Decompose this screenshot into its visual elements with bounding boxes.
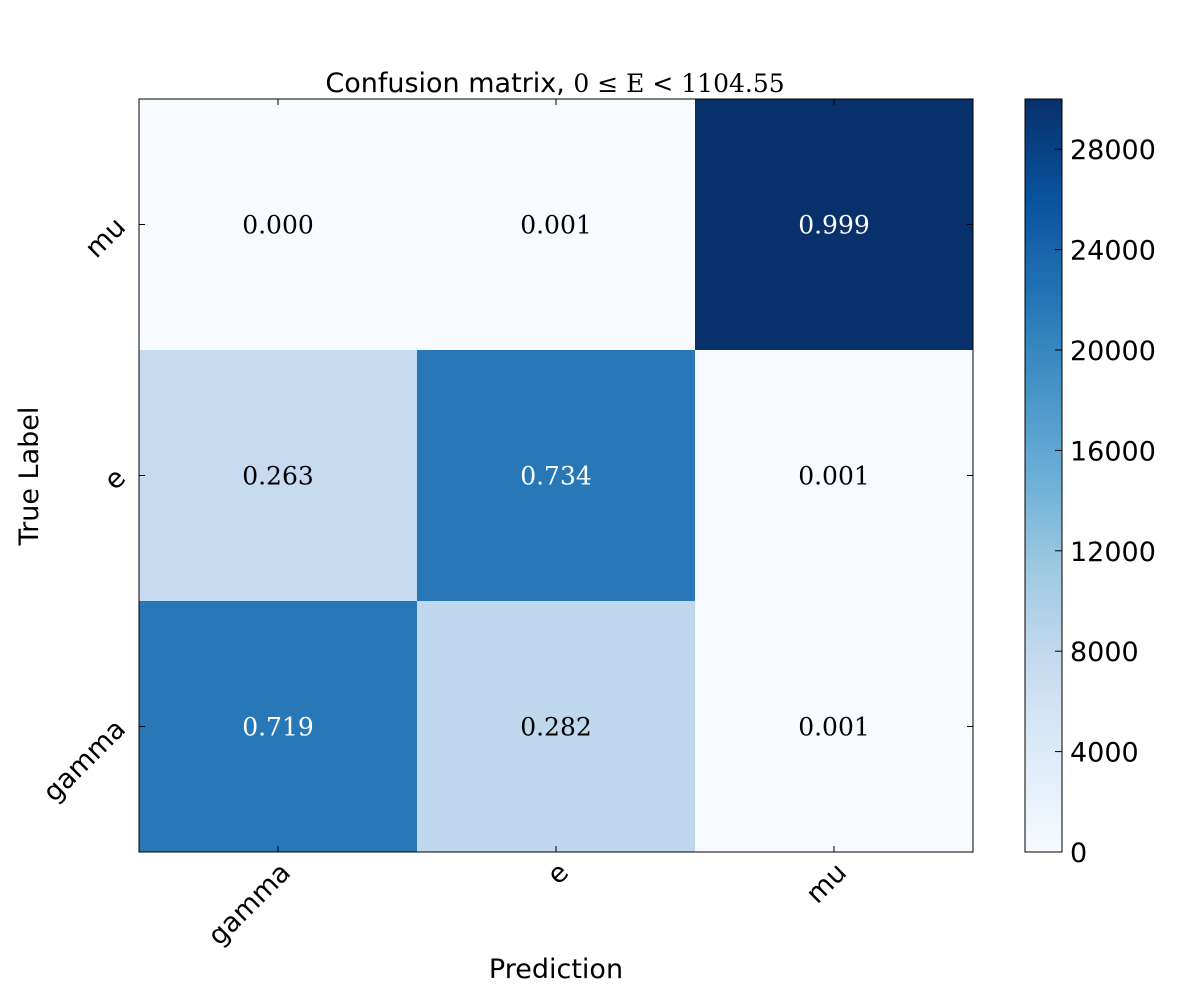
colorbar: 0 4000 8000 12000 16000 20000 24000 28000 (1024, 98, 1156, 869)
heatmap-cell (417, 99, 696, 351)
colorbar-bar (1024, 98, 1063, 853)
cell-value-label: 0.999 (798, 211, 870, 240)
y-tick-label: mu (79, 212, 132, 265)
colorbar-tick-label: 4000 (1070, 738, 1139, 769)
heatmap-cell (695, 601, 974, 853)
x-axis-label: Prediction (489, 954, 623, 985)
heatmap-cell (139, 601, 418, 853)
x-tick-label: e (541, 857, 575, 891)
colorbar-tick-label: 8000 (1070, 637, 1139, 668)
heatmap-cell (139, 99, 418, 351)
heatmap-cell (417, 350, 696, 602)
x-tick-label: gamma (202, 857, 297, 952)
cell-value-label: 0.001 (520, 211, 592, 240)
chart-title-text: Confusion matrix, (325, 68, 573, 99)
y-tick-label: e (98, 463, 132, 497)
cell-value-label: 0.263 (242, 462, 314, 491)
chart-title-math: 0 ≤ E < 1104.55 (573, 69, 784, 98)
heatmap-cell (417, 601, 696, 853)
y-tick-label: gamma (37, 714, 132, 809)
cell-value-label: 0.001 (798, 713, 870, 742)
cell-value-label: 0.000 (242, 211, 314, 240)
heatmap-cell (139, 350, 418, 602)
colorbar-tick-label: 24000 (1070, 236, 1156, 267)
chart-title: Confusion matrix, 0 ≤ E < 1104.55 (325, 68, 784, 99)
cell-value-label: 0.734 (520, 462, 592, 491)
heatmap-cells: 0.000 0.001 0.999 0.263 0.734 0.001 0.719 0.282… (139, 99, 974, 853)
colorbar-tick-label: 16000 (1070, 436, 1156, 467)
cell-value-label: 0.001 (798, 462, 870, 491)
colorbar-tick-label: 12000 (1070, 537, 1156, 568)
heatmap-cell (695, 99, 974, 351)
cell-value-label: 0.719 (242, 713, 314, 742)
x-tick-label: mu (800, 857, 853, 910)
colorbar-tick-label: 0 (1070, 838, 1087, 869)
heatmap-cell (695, 350, 974, 602)
y-axis-label: True Label (14, 407, 45, 547)
cell-value-label: 0.282 (520, 713, 592, 742)
colorbar-tick-label: 20000 (1070, 336, 1156, 367)
colorbar-tick-label: 28000 (1070, 135, 1156, 166)
